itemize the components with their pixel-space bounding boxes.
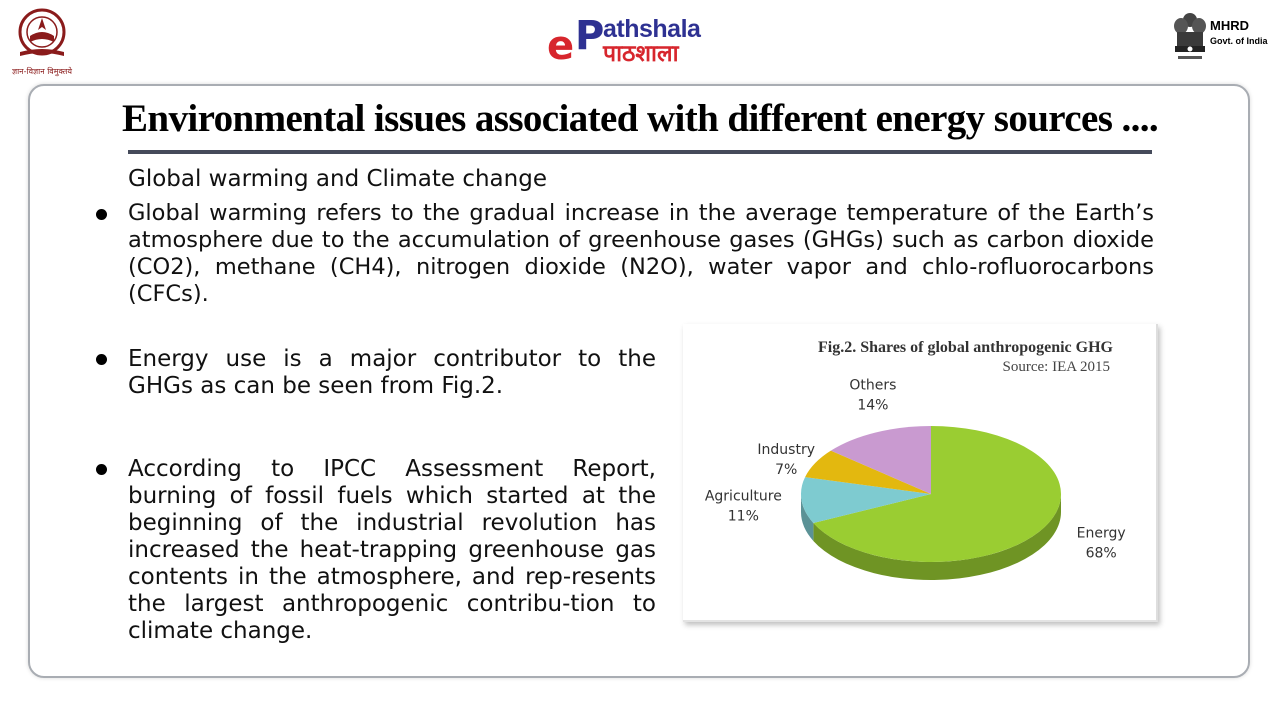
pie-slice-others	[830, 426, 931, 494]
bullet-text-1: Global warming refers to the gradual inc…	[128, 200, 1154, 307]
pie-label-others: Others	[849, 377, 896, 393]
pie-value-others: 14%	[857, 397, 888, 413]
bullet-dot-3	[96, 464, 107, 475]
bullet-text-3: According to IPCC Assessment Report, bur…	[128, 456, 656, 644]
epathshala-hindi: पाठशाला	[603, 41, 679, 67]
figure-panel: Fig.2. Shares of global anthropogenic GH…	[683, 324, 1158, 622]
chart-subtitle: Source: IEA 2015	[1003, 359, 1110, 375]
mhrd-logo: MHRD Govt. of India	[1172, 8, 1272, 72]
slide-title: Environmental issues associated with dif…	[121, 97, 1159, 140]
pie-side-energy	[813, 494, 1061, 580]
pie-label-agriculture: Agriculture	[705, 488, 782, 504]
pie-slice-agriculture	[801, 477, 931, 523]
epathshala-title: athshala	[603, 15, 701, 43]
pie-value-energy: 68%	[1086, 546, 1117, 562]
epathshala-e: e	[547, 23, 575, 69]
epathshala-logo: e P athshala पाठशाला	[545, 10, 735, 72]
pie-side-agriculture	[801, 494, 814, 541]
mhrd-title: MHRD	[1210, 18, 1249, 33]
bullet-dot-1	[96, 209, 107, 220]
bullet-dot-2	[96, 354, 107, 365]
chart-title: Fig.2. Shares of global anthropogenic GH…	[818, 339, 1114, 356]
bullet-text-2: Energy use is a major contributor to the…	[128, 346, 656, 399]
title-underline	[128, 150, 1152, 154]
section-subheading: Global warming and Climate change	[128, 166, 547, 192]
epathshala-p: P	[575, 13, 605, 59]
national-emblem-icon	[1174, 13, 1206, 59]
pie-slices	[801, 426, 1061, 580]
mhrd-subtitle: Govt. of India	[1210, 36, 1268, 46]
pie-slice-industry	[805, 450, 931, 494]
header: ज्ञान-विज्ञान विमुक्तये e P athshala पाठ…	[0, 0, 1280, 82]
pie-value-agriculture: 11%	[728, 508, 759, 524]
ugc-caption: ज्ञान-विज्ञान विमुक्तये	[11, 67, 73, 76]
pie-value-industry: 7%	[775, 462, 797, 478]
pie-chart: Fig.2. Shares of global anthropogenic GH…	[705, 339, 1126, 580]
pie-slice-energy	[813, 426, 1061, 562]
pie-label-energy: Energy	[1077, 526, 1126, 542]
ugc-emblem-icon	[18, 8, 66, 56]
pie-labels: Energy 68% Agriculture 11% Industry 7% Others 1…	[705, 377, 1126, 561]
ugc-logo: ज्ञान-विज्ञान विमुक्तये	[10, 6, 74, 78]
pie-label-industry: Industry	[757, 442, 815, 458]
